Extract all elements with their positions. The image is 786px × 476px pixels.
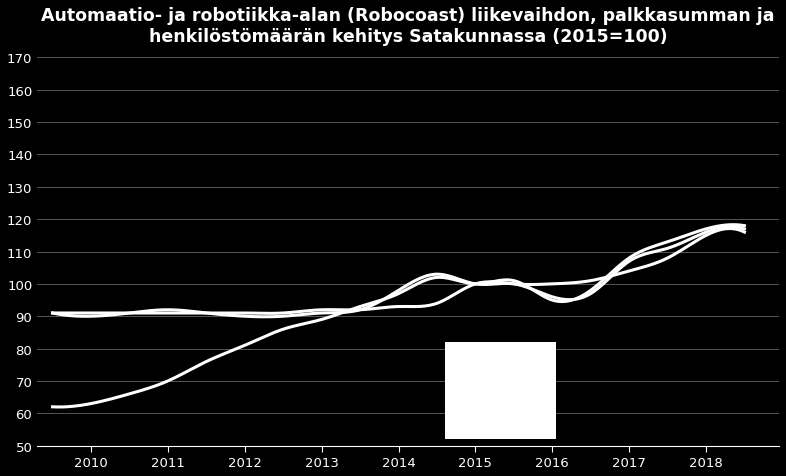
Bar: [445, 342, 556, 439]
Title: Automaatio- ja robotiikka-alan (Robocoast) liikevaihdon, palkkasumman ja
henkilö: Automaatio- ja robotiikka-alan (Robocoas…: [42, 7, 775, 46]
